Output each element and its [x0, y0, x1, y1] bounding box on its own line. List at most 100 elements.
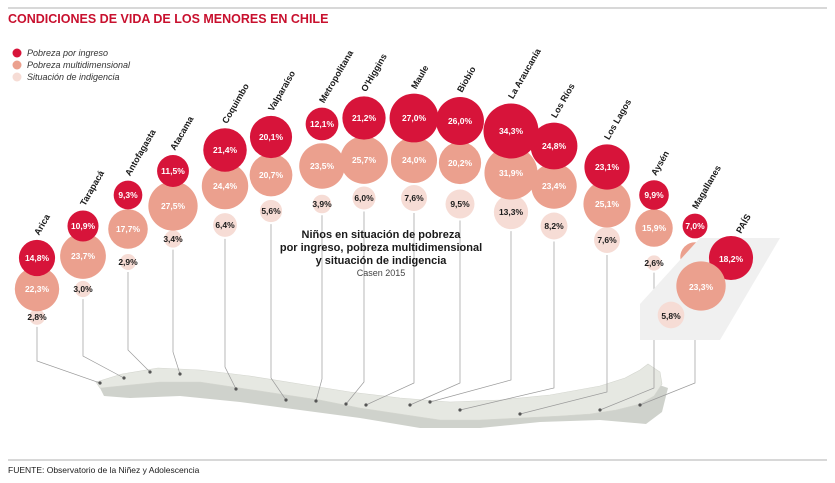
label-ingreso-arica: 14,8%: [25, 253, 50, 263]
legend-label-multidimensional: Pobreza multidimensional: [27, 60, 131, 70]
bubble-ingreso-o-higgins: [342, 96, 386, 140]
label-multidimensional-arica: 22,3%: [25, 284, 50, 294]
connector-valparaiso: [270, 224, 287, 401]
label-multidimensional-maule: 24,0%: [402, 155, 427, 165]
label-indigencia-aysen: 2,6%: [644, 258, 664, 268]
connector-los-rios: [459, 241, 555, 411]
bubble-ingreso-arica: [18, 239, 56, 277]
bubble-ingreso-los-rios: [530, 122, 578, 170]
label-indigencia-arica: 2,8%: [27, 312, 47, 322]
bubble-ingreso-la-araucania: [483, 103, 539, 159]
map-point-maule: [364, 403, 368, 407]
label-ingreso-valparaiso: 20,1%: [259, 132, 284, 142]
connector-arica: [36, 326, 101, 384]
bubble-multidimensional-valparaiso: [249, 153, 293, 197]
connector-coquimbo: [224, 238, 237, 390]
connector-maule: [365, 212, 415, 406]
region-name-los-rios: Los Ríos: [549, 82, 577, 120]
bubble-ingreso-valparaiso: [249, 115, 293, 159]
label-ingreso-metropolitana: 12,1%: [310, 119, 335, 129]
bubble-ingreso-pais: [708, 235, 754, 281]
chart-title: CONDICIONES DE VIDA DE LOS MENORES EN CH…: [8, 12, 328, 26]
label-ingreso-los-rios: 24,8%: [542, 141, 567, 151]
region-name-arica: Arica: [32, 212, 52, 237]
region-name-atacama: Atacama: [168, 114, 196, 152]
bubble-indigencia-metropolitana: [312, 194, 332, 214]
connector-la-araucania: [429, 231, 512, 403]
label-multidimensional-antofagasta: 17,7%: [116, 224, 141, 234]
label-ingreso-magallanes: 7,0%: [685, 221, 705, 231]
region-name-aysen: Aysén: [649, 149, 671, 177]
label-indigencia-la-araucania: 13,3%: [499, 207, 524, 217]
footer-source: FUENTE: Observatorio de la Niñez y Adole…: [8, 465, 200, 475]
bubble-multidimensional-atacama: [148, 181, 198, 231]
label-ingreso-tarapaca: 10,9%: [71, 221, 96, 231]
bubble-multidimensional-aysen: [635, 209, 673, 247]
label-multidimensional-o-higgins: 25,7%: [352, 155, 377, 165]
label-indigencia-maule: 7,6%: [404, 193, 424, 203]
center-title-line3: y situación de indigencia: [316, 255, 448, 267]
region-name-tarapaca: Tarapacá: [78, 168, 107, 208]
label-multidimensional-aysen: 15,9%: [642, 223, 667, 233]
label-ingreso-la-araucania: 34,3%: [499, 126, 524, 136]
legend: Pobreza por ingreso Pobreza multidimensi…: [12, 48, 131, 82]
label-ingreso-maule: 27,0%: [402, 113, 427, 123]
map-point-antofagasta: [148, 370, 152, 374]
label-indigencia-valparaiso: 5,6%: [261, 206, 281, 216]
label-multidimensional-los-lagos: 25,1%: [595, 199, 620, 209]
label-indigencia-los-lagos: 7,6%: [597, 235, 617, 245]
label-multidimensional-atacama: 27,5%: [161, 201, 186, 211]
region-name-antofagasta: Antofagasta: [123, 127, 158, 178]
region-name-magallanes: Magallanes: [690, 164, 723, 211]
center-caption: Niños en situación de pobreza por ingres…: [280, 229, 482, 278]
label-ingreso-o-higgins: 21,2%: [352, 113, 377, 123]
bubble-multidimensional-o-higgins: [340, 136, 388, 184]
region-name-metropolitana: Metropolitana: [317, 48, 356, 105]
map-point-coquimbo: [234, 387, 238, 391]
bubble-multidimensional-arica: [14, 266, 60, 312]
center-title-line1: Niños en situación de pobreza: [302, 229, 462, 241]
bubble-layer: 2,8% 22,3% 14,8% Arica 3,0% 23,7% 10,9% Tarapac…: [14, 46, 723, 325]
bubble-ingreso-biobio: [436, 97, 484, 145]
label-indigencia-o-higgins: 6,0%: [354, 193, 374, 203]
bubble-ingreso-los-lagos: [584, 144, 630, 190]
bubble-ingreso-magallanes: [682, 213, 708, 239]
map-point-los-lagos: [518, 412, 522, 416]
connector-layer: [36, 211, 696, 416]
label-ingreso-atacama: 11,5%: [161, 166, 185, 176]
label-ingreso-coquimbo: 21,4%: [213, 145, 238, 155]
label-multidimensional-metropolitana: 23,5%: [310, 161, 335, 171]
label-ingreso-los-lagos: 23,1%: [595, 162, 620, 172]
label-indigencia-antofagasta: 2,9%: [118, 257, 138, 267]
region-name-pais: PAÍS: [734, 212, 753, 235]
bubble-ingreso-metropolitana: [305, 107, 339, 141]
bubble-multidimensional-la-araucania: [484, 146, 538, 200]
bubble-multidimensional-metropolitana: [299, 143, 345, 189]
label-multidimensional-tarapaca: 23,7%: [71, 251, 96, 261]
label-multidimensional-la-araucania: 31,9%: [499, 168, 524, 178]
bubble-indigencia-los-lagos: [594, 227, 620, 253]
bubble-indigencia-la-araucania: [493, 194, 529, 230]
legend-swatch-indigencia: [12, 72, 22, 82]
legend-swatch-ingreso: [12, 48, 22, 58]
label-multidimensional-valparaiso: 20,7%: [259, 170, 284, 180]
legend-label-indigencia: Situación de indigencia: [27, 72, 120, 82]
map-point-aysen: [598, 408, 602, 412]
bubble-indigencia-aysen: [646, 255, 662, 271]
bubble-ingreso-tarapaca: [67, 210, 99, 242]
center-title-line2: por ingreso, pobreza multidimensional: [280, 242, 482, 254]
bubble-multidimensional-maule: [390, 136, 438, 184]
bubble-multidimensional-coquimbo: [201, 162, 249, 210]
region-name-o-higgins: O'Higgins: [359, 52, 389, 93]
bubble-multidimensional-tarapaca: [60, 233, 106, 279]
region-name-coquimbo: Coquimbo: [220, 81, 251, 125]
label-indigencia-pais: 5,8%: [661, 311, 681, 321]
bubble-ingreso-atacama: [157, 155, 189, 187]
label-multidimensional-biobio: 20,2%: [448, 158, 473, 168]
map-point-la-araucania: [428, 400, 432, 404]
connector-antofagasta: [127, 272, 151, 373]
map-point-atacama: [178, 372, 182, 376]
map-point-magallanes: [638, 403, 642, 407]
label-indigencia-coquimbo: 6,4%: [215, 220, 235, 230]
